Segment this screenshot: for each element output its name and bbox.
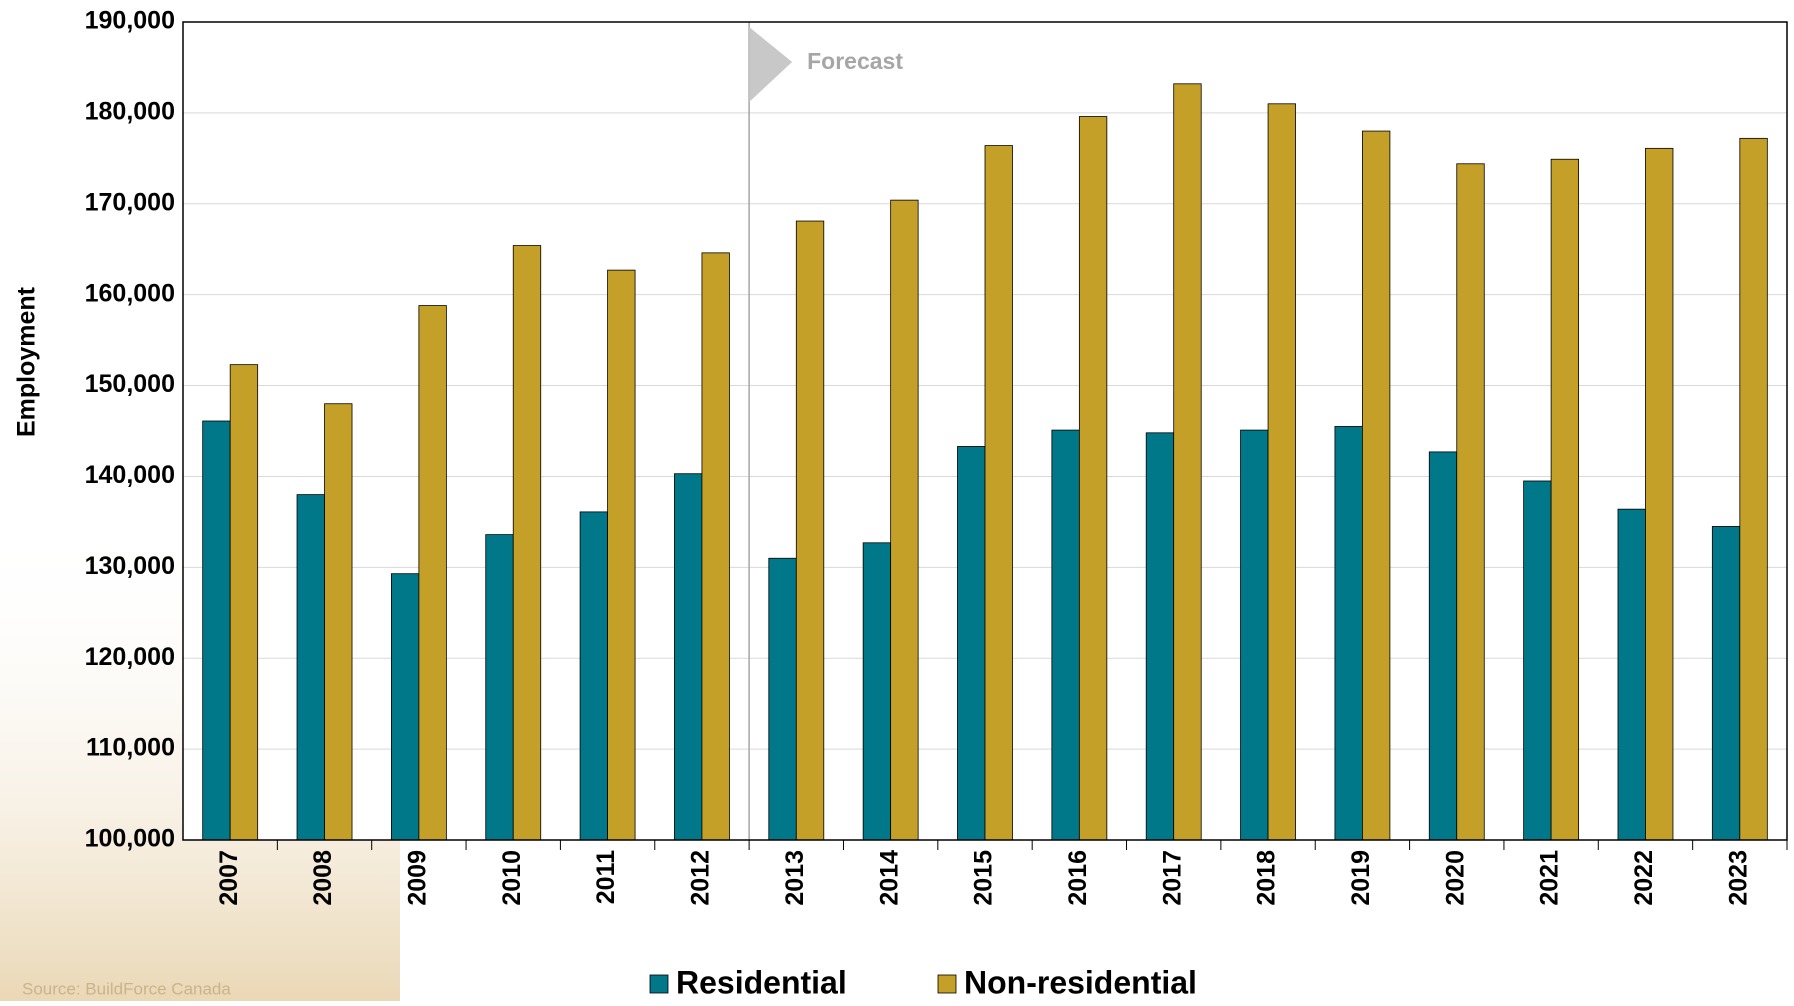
y-tick-label: 100,000 (85, 825, 175, 853)
plot-frame (182, 21, 1788, 841)
bar (512, 245, 542, 841)
x-tick-label: 2020 (1441, 850, 1469, 906)
bar (579, 511, 608, 841)
y-tick-label: 180,000 (85, 97, 175, 125)
bar (768, 557, 797, 841)
bar (1173, 83, 1202, 841)
x-tick-label: 2009 (403, 850, 431, 906)
bar (795, 220, 825, 841)
bar (485, 534, 514, 841)
x-tick-label: 2014 (875, 850, 903, 906)
bar (1240, 429, 1269, 841)
y-tick-label: 140,000 (85, 461, 175, 489)
bar (607, 269, 636, 841)
bar (324, 403, 353, 841)
x-tick-label: 2019 (1347, 850, 1375, 906)
bar (1645, 147, 1674, 841)
y-tick-label: 150,000 (85, 370, 175, 398)
forecast-label: Forecast (807, 48, 903, 74)
bar (701, 252, 730, 841)
bar (1267, 103, 1296, 841)
bar (862, 542, 892, 841)
bar (1051, 429, 1080, 841)
x-tick-label: 2021 (1536, 850, 1564, 906)
x-tick-label: 2023 (1724, 850, 1752, 906)
x-tick-label: 2022 (1630, 850, 1658, 906)
bar (957, 446, 986, 841)
x-tick-label: 2013 (781, 850, 809, 906)
y-axis-label: Employment (13, 286, 41, 437)
x-tick-label: 2010 (498, 850, 526, 906)
bar (1523, 480, 1552, 841)
y-tick-label: 120,000 (85, 643, 175, 671)
bar (418, 305, 447, 841)
bar (1617, 508, 1646, 841)
bar (1145, 432, 1175, 841)
bar (202, 420, 231, 841)
bar (984, 145, 1013, 841)
y-tick-label: 160,000 (85, 279, 175, 307)
y-tick-label: 130,000 (85, 552, 175, 580)
bar (229, 364, 259, 841)
bar (390, 573, 420, 841)
x-tick-label: 2015 (970, 850, 998, 906)
legend-swatch (937, 974, 957, 994)
forecast-arrow (749, 27, 793, 102)
x-tick-label: 2007 (215, 850, 243, 906)
bar (1428, 451, 1458, 841)
y-tick-label: 110,000 (86, 734, 175, 762)
x-tick-label: 2016 (1064, 850, 1092, 906)
y-tick-label: 190,000 (85, 7, 175, 35)
bar (890, 199, 919, 841)
bar (1711, 526, 1741, 841)
x-tick-label: 2018 (1253, 850, 1281, 906)
source-note: Source: BuildForce Canada (22, 979, 231, 998)
bar (1739, 137, 1768, 841)
legend-swatch (649, 974, 669, 994)
y-tick-label: 170,000 (85, 188, 175, 216)
bar (1078, 116, 1108, 841)
bar (1334, 426, 1363, 841)
bar (1550, 158, 1580, 841)
x-tick-label: 2011 (592, 850, 620, 904)
x-tick-label: 2008 (309, 850, 337, 906)
bar (1362, 130, 1391, 841)
bar (674, 473, 703, 841)
legend-label: Non-residential (964, 964, 1197, 1000)
x-tick-label: 2012 (687, 850, 715, 906)
bar (296, 494, 325, 841)
bar (1456, 163, 1485, 841)
legend-label: Residential (676, 964, 847, 1000)
x-tick-label: 2017 (1158, 850, 1186, 906)
